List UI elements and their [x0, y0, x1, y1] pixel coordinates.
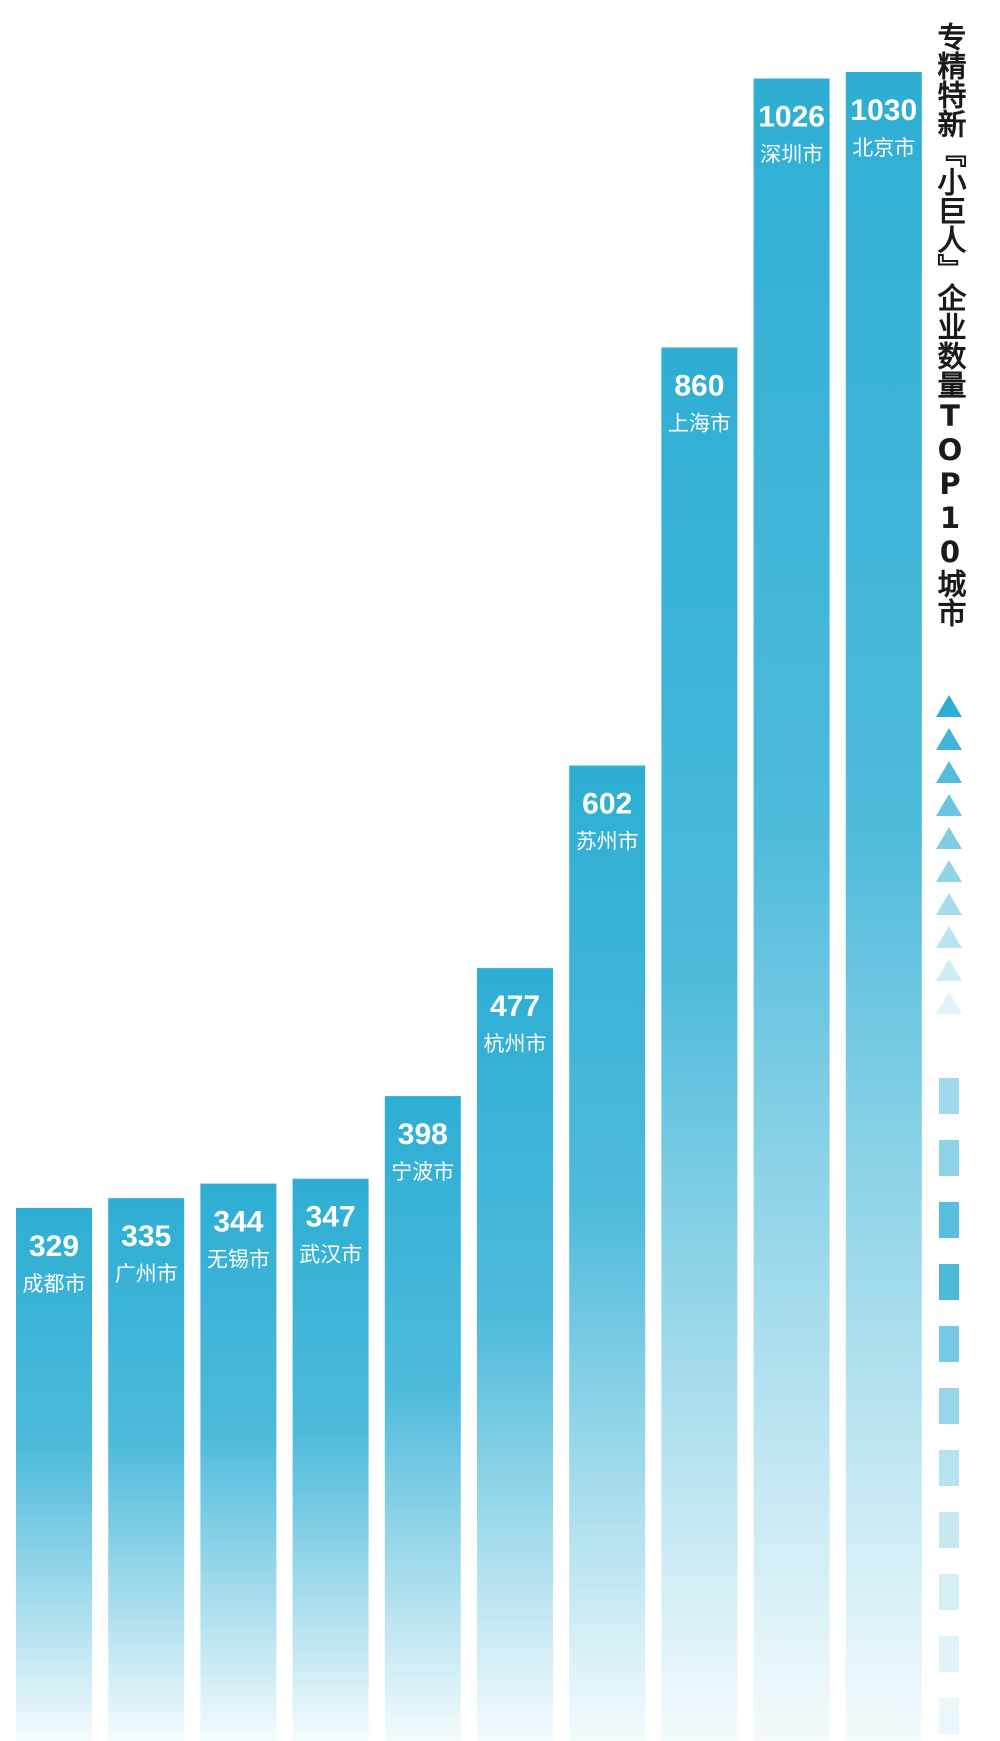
decor-square [939, 1698, 959, 1734]
value-label: 329 [29, 1230, 79, 1263]
bar [753, 78, 830, 1741]
bar [16, 1207, 92, 1741]
category-label: 苏州市 [576, 830, 639, 854]
value-label: 335 [121, 1220, 171, 1253]
bar [845, 72, 922, 1741]
value-label: 477 [490, 990, 540, 1023]
decor-triangle [936, 992, 962, 1014]
bar [477, 968, 553, 1741]
category-label: 广州市 [115, 1262, 178, 1286]
category-label: 无锡市 [207, 1248, 270, 1272]
decor-triangle [936, 794, 962, 816]
category-label: 武汉市 [299, 1243, 362, 1267]
value-label: 344 [213, 1206, 263, 1239]
bar [292, 1178, 369, 1741]
value-label: 1026 [758, 100, 825, 133]
bar [569, 765, 646, 1741]
decor-square [939, 1140, 959, 1176]
value-label: 347 [306, 1201, 356, 1234]
decor-triangle [936, 761, 962, 783]
decoration [936, 695, 962, 1734]
decor-square [939, 1388, 959, 1424]
value-label: 860 [674, 369, 724, 402]
category-label: 北京市 [852, 136, 915, 160]
bar [384, 1096, 461, 1741]
decor-square [939, 1574, 959, 1610]
decor-triangle [936, 893, 962, 915]
category-label: 深圳市 [760, 142, 823, 166]
decor-square [939, 1512, 959, 1548]
decor-square [939, 1326, 959, 1362]
decor-square [939, 1450, 959, 1486]
category-label: 宁波市 [391, 1160, 454, 1184]
category-label: 成都市 [23, 1272, 86, 1296]
decor-triangle [936, 860, 962, 882]
category-label: 上海市 [668, 411, 731, 435]
decor-square [939, 1264, 959, 1300]
decor-triangle [936, 728, 962, 750]
decor-square [939, 1078, 959, 1114]
value-label: 602 [582, 788, 632, 821]
bar [108, 1198, 185, 1741]
decor-square [939, 1202, 959, 1238]
decor-triangle [936, 695, 962, 717]
bar [200, 1183, 277, 1741]
chart-title: 专精特新『小巨人』企业数量TOP10城市 [933, 22, 967, 627]
decor-square [939, 1636, 959, 1672]
bars: 329 成都市 335 广州市 344 无锡市 347 武汉市 398 宁波市 477 杭州市 602 苏… [16, 72, 922, 1741]
decor-triangle [936, 926, 962, 948]
decor-triangle [936, 959, 962, 981]
bar [661, 347, 738, 1741]
value-label: 1030 [850, 94, 917, 127]
decor-triangle [936, 827, 962, 849]
value-label: 398 [398, 1118, 448, 1151]
category-label: 杭州市 [484, 1032, 547, 1056]
